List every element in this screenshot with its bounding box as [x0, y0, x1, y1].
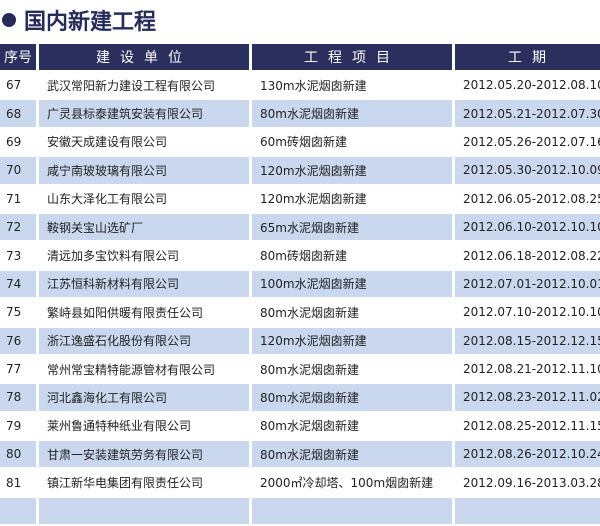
table-row: 81 镇江新华电集团有限责任公司 2000㎡冷却塔、100m烟囱新建 2012.09.…	[0, 469, 600, 495]
empty-cell	[0, 497, 36, 525]
table-row: 75 繁峙县如阳供暖有限责任公司 80m水泥烟囱新建 2012.07.10-2012.…	[0, 299, 600, 325]
row-unit: 甘肃一安装建筑劳务有限公司	[39, 441, 249, 468]
row-period: 2012.08.21-2012.11.10	[463, 362, 600, 377]
projects-table: 序号 建设单位 工程项目 工期 67 武汉常阳新力建设工程有限公司 130m水泥烟囱…	[0, 42, 600, 526]
row-project: 100m水泥烟囱新建	[252, 270, 452, 298]
row-project: 60m砖烟囱新建	[260, 135, 347, 150]
table-row-partial	[0, 497, 600, 525]
row-period: 2012.07.10-2012.10.10	[463, 305, 600, 320]
row-index: 74	[0, 270, 36, 298]
row-unit: 山东大泽化工有限公司	[47, 192, 168, 207]
row-index: 77	[6, 362, 22, 377]
table-row: 79 莱州鲁通特种纸业有限公司 80m水泥烟囱新建 2012.08.25-2012.1…	[0, 413, 600, 439]
row-period: 2012.08.26-2012.10.24	[455, 441, 600, 468]
row-index: 72	[0, 213, 36, 241]
row-period: 2012.08.23-2012.11.02	[455, 384, 600, 411]
row-index: 73	[6, 248, 22, 263]
row-period: 2012.06.18-2012.08.22	[463, 248, 600, 263]
row-period: 2012.09.16-2013.03.28	[463, 475, 600, 490]
table-row: 71 山东大泽化工有限公司 120m水泥烟囱新建 2012.06.05-2012.08…	[0, 186, 600, 212]
empty-cell	[252, 497, 452, 525]
table-header: 序号 建设单位 工程项目 工期	[0, 44, 600, 70]
row-project: 80m水泥烟囱新建	[252, 441, 452, 468]
row-index: 76	[0, 327, 36, 354]
row-index: 75	[6, 305, 22, 320]
header-period: 工期	[455, 44, 600, 70]
table-row: 67 武汉常阳新力建设工程有限公司 130m水泥烟囱新建 2012.05.20-201…	[0, 72, 600, 98]
row-index: 78	[0, 384, 36, 411]
row-unit: 浙江逸盛石化股份有限公司	[39, 327, 249, 354]
row-unit: 常州常宝精特能源管材有限公司	[47, 362, 216, 377]
table-row: 68 广灵县标泰建筑安装有限公司 80m水泥烟囱新建 2012.05.21-2012.…	[0, 100, 600, 127]
row-project: 80m水泥烟囱新建	[260, 419, 359, 434]
table-row: 80 甘肃一安装建筑劳务有限公司 80m水泥烟囱新建 2012.08.26-2012.…	[0, 441, 600, 468]
row-period: 2012.08.25-2012.11.15	[463, 418, 600, 433]
header-index: 序号	[0, 44, 36, 70]
header-project: 工程项目	[252, 44, 452, 70]
row-unit: 咸宁南玻玻璃有限公司	[39, 157, 249, 184]
row-unit: 江苏恒科新材料有限公司	[39, 270, 249, 298]
row-index: 81	[6, 475, 22, 490]
row-project: 80m水泥烟囱新建	[260, 305, 359, 320]
row-index: 79	[6, 418, 22, 433]
row-period: 2012.05.20-2012.08.10	[463, 78, 600, 93]
bullet-icon	[2, 13, 16, 27]
row-period: 2012.05.26-2012.07.16	[463, 134, 600, 149]
row-index: 68	[0, 100, 36, 127]
table-row: 78 河北鑫海化工有限公司 80m水泥烟囱新建 2012.08.23-2012.11.…	[0, 384, 600, 411]
row-period: 2012.08.15-2012.12.15	[455, 327, 600, 354]
row-unit: 清远加多宝饮料有限公司	[47, 249, 180, 264]
row-project: 130m水泥烟囱新建	[260, 78, 367, 93]
row-unit: 广灵县标泰建筑安装有限公司	[39, 100, 249, 127]
row-period: 2012.06.05-2012.08.25	[463, 191, 600, 206]
row-period: 2012.06.10-2012.10.10	[455, 213, 600, 241]
row-project: 120m水泥烟囱新建	[260, 192, 367, 207]
section-title: 国内新建工程	[0, 0, 600, 40]
table-row: 70 咸宁南玻玻璃有限公司 120m水泥烟囱新建 2012.05.30-2012.10…	[0, 157, 600, 184]
row-project: 80m水泥烟囱新建	[252, 384, 452, 411]
row-index: 67	[6, 78, 22, 93]
row-index: 80	[0, 441, 36, 468]
row-unit: 镇江新华电集团有限责任公司	[47, 476, 204, 491]
table-row: 76 浙江逸盛石化股份有限公司 120m水泥烟囱新建 2012.08.15-2012.…	[0, 327, 600, 354]
row-index: 71	[6, 191, 22, 206]
row-unit: 鞍钢关宝山选矿厂	[39, 213, 249, 241]
row-project: 2000㎡冷却塔、100m烟囱新建	[260, 476, 434, 491]
row-index: 69	[6, 134, 22, 149]
row-period: 2012.05.30-2012.10.09	[455, 157, 600, 184]
table-row: 73 清远加多宝饮料有限公司 80m砖烟囱新建 2012.06.18-2012.08.…	[0, 242, 600, 268]
row-unit: 河北鑫海化工有限公司	[39, 384, 249, 411]
row-period: 2012.05.21-2012.07.30	[455, 100, 600, 127]
header-unit: 建设单位	[39, 44, 249, 70]
row-period: 2012.07.01-2012.10.01	[455, 270, 600, 298]
section-title-text: 国内新建工程	[24, 10, 157, 35]
empty-cell	[455, 497, 600, 525]
table-row: 77 常州常宝精特能源管材有限公司 80m水泥烟囱新建 2012.08.21-2012…	[0, 356, 600, 382]
row-unit: 安徽天成建设有限公司	[47, 135, 168, 150]
row-project: 80m砖烟囱新建	[260, 249, 347, 264]
row-project: 120m水泥烟囱新建	[252, 327, 452, 354]
row-project: 80m水泥烟囱新建	[252, 100, 452, 127]
row-unit: 武汉常阳新力建设工程有限公司	[47, 78, 216, 93]
row-unit: 莱州鲁通特种纸业有限公司	[47, 419, 192, 434]
row-project: 65m水泥烟囱新建	[252, 213, 452, 241]
table-row: 74 江苏恒科新材料有限公司 100m水泥烟囱新建 2012.07.01-2012.1…	[0, 270, 600, 298]
table-row: 69 安徽天成建设有限公司 60m砖烟囱新建 2012.05.26-2012.07.1…	[0, 129, 600, 155]
table-row: 72 鞍钢关宝山选矿厂 65m水泥烟囱新建 2012.06.10-2012.10.10	[0, 213, 600, 241]
row-index: 70	[0, 157, 36, 184]
row-project: 80m水泥烟囱新建	[260, 362, 359, 377]
row-unit: 繁峙县如阳供暖有限责任公司	[47, 305, 204, 320]
empty-cell	[39, 497, 249, 525]
row-project: 120m水泥烟囱新建	[252, 157, 452, 184]
